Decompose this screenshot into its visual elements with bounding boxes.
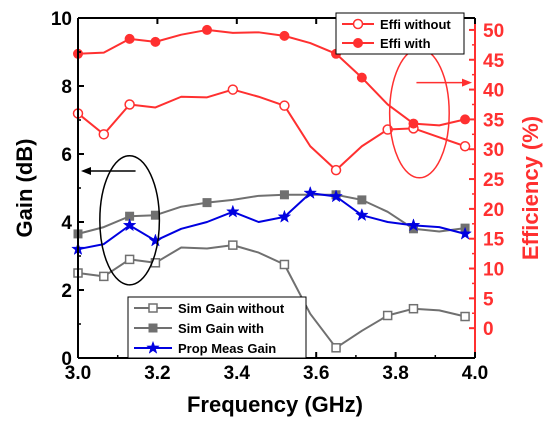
y-right-tick-label: 45 bbox=[483, 51, 505, 72]
legend-entry-label: Prop Meas Gain bbox=[178, 341, 276, 356]
legend-bottom-left: Sim Gain without Sim Gain with Prop Meas G… bbox=[127, 296, 307, 359]
data-point-sim-gain-without bbox=[408, 303, 419, 314]
data-point-effi-with bbox=[460, 114, 471, 125]
series-line-effi-with bbox=[77, 28, 466, 127]
data-point-effi-without bbox=[124, 99, 135, 110]
x-tick-label: 3.2 bbox=[144, 363, 170, 384]
data-point-sim-gain-without bbox=[382, 310, 393, 321]
y-right-tick-label: 5 bbox=[483, 289, 494, 310]
data-point-effi-without bbox=[330, 164, 342, 176]
data-point-effi-without bbox=[227, 84, 239, 95]
x-axis-title: Frequency (GHz) bbox=[187, 392, 363, 417]
y-right-tick-label: 10 bbox=[483, 260, 504, 281]
data-point-sim-gain-without bbox=[460, 311, 470, 322]
data-point-prop-meas-gain bbox=[354, 207, 369, 222]
data-point-sim-gain-without bbox=[228, 240, 238, 250]
data-point-effi-with bbox=[202, 24, 213, 35]
legend-swatch-marker bbox=[148, 323, 158, 333]
data-point-sim-gain-with bbox=[279, 190, 289, 200]
data-point-prop-meas-gain bbox=[329, 189, 343, 203]
y-right-axis-title: Efficiency (%) bbox=[518, 116, 543, 260]
x-tick-label: 3.0 bbox=[65, 363, 91, 384]
annotation-ellipse bbox=[99, 154, 161, 286]
x-tick-label: 3.4 bbox=[224, 363, 251, 384]
data-point-prop-meas-gain bbox=[277, 209, 292, 223]
y-right-tick-label: 25 bbox=[483, 170, 505, 191]
y-right-tick-label: 15 bbox=[483, 230, 505, 251]
data-point-prop-meas-gain bbox=[458, 226, 472, 240]
y-left-tick-label: 4 bbox=[61, 213, 72, 234]
annotation-gain-ellipse-arrow bbox=[81, 154, 161, 286]
data-point-sim-gain-without bbox=[279, 259, 290, 270]
legend-entry-label: Sim Gain with bbox=[178, 321, 264, 336]
series-line-sim-gain-with bbox=[77, 193, 466, 235]
data-point-sim-gain-with bbox=[150, 210, 160, 220]
y-right-tick-label: 20 bbox=[483, 200, 504, 221]
series-line-effi-without bbox=[77, 88, 466, 172]
y-right-tick-label: 40 bbox=[483, 81, 504, 102]
plot-area bbox=[71, 24, 472, 353]
series-line-sim-gain-without bbox=[77, 244, 466, 349]
legend-entry-label: Effi without bbox=[380, 17, 451, 32]
legend-top-right: Effi without Effi with bbox=[335, 12, 465, 55]
y-right-tick-label: 35 bbox=[483, 110, 505, 131]
y-left-tick-label: 10 bbox=[51, 9, 72, 30]
data-point-effi-with bbox=[356, 72, 367, 83]
y-left-tick-label: 6 bbox=[61, 145, 72, 166]
y-right-tick-label: 30 bbox=[483, 140, 504, 161]
legend-swatch-marker bbox=[146, 340, 160, 354]
series-sim-gain-without bbox=[73, 240, 470, 353]
data-point-effi-with bbox=[124, 33, 135, 44]
x-tick-label: 4.0 bbox=[462, 363, 488, 384]
annotation-arrowhead bbox=[462, 78, 472, 87]
data-point-effi-with bbox=[408, 118, 419, 129]
data-point-sim-gain-without bbox=[99, 271, 109, 282]
legend-entry-label: Sim Gain without bbox=[178, 301, 285, 316]
data-point-sim-gain-without bbox=[331, 343, 341, 353]
data-point-prop-meas-gain bbox=[303, 185, 318, 199]
legend-swatch-marker bbox=[352, 18, 364, 30]
annotation-arrowhead bbox=[81, 167, 91, 175]
data-point-prop-meas-gain bbox=[122, 218, 137, 232]
series-line-prop-meas-gain bbox=[77, 192, 466, 251]
series-effi-without bbox=[72, 84, 471, 176]
data-point-effi-without bbox=[459, 140, 471, 152]
y-left-tick-label: 8 bbox=[61, 77, 72, 98]
y-left-tick-label: 2 bbox=[61, 281, 72, 302]
legend-swatch-marker bbox=[148, 303, 158, 313]
legend-entry-label: Effi with bbox=[380, 36, 431, 51]
data-point-prop-meas-gain bbox=[148, 233, 163, 247]
data-point-sim-gain-with bbox=[357, 195, 367, 205]
data-point-prop-meas-gain bbox=[406, 218, 421, 232]
data-point-prop-meas-gain bbox=[225, 204, 240, 218]
y-right-tick-label: 50 bbox=[483, 21, 504, 42]
data-point-effi-with bbox=[150, 36, 161, 47]
data-point-effi-with bbox=[279, 30, 290, 41]
data-point-effi-without bbox=[279, 100, 290, 111]
legend-swatch-marker bbox=[353, 38, 363, 48]
data-point-sim-gain-without bbox=[124, 254, 135, 265]
data-point-sim-gain-with bbox=[202, 198, 212, 208]
x-tick-label: 3.8 bbox=[382, 363, 408, 384]
data-point-effi-without bbox=[98, 129, 110, 140]
y-left-axis-title: Gain (dB) bbox=[12, 139, 37, 238]
x-tick-label: 3.6 bbox=[303, 363, 329, 384]
y-right-tick-label: 0 bbox=[483, 319, 494, 340]
y-left-tick-label: 0 bbox=[61, 349, 72, 370]
annotation-efficiency-ellipse-arrow bbox=[388, 47, 472, 179]
